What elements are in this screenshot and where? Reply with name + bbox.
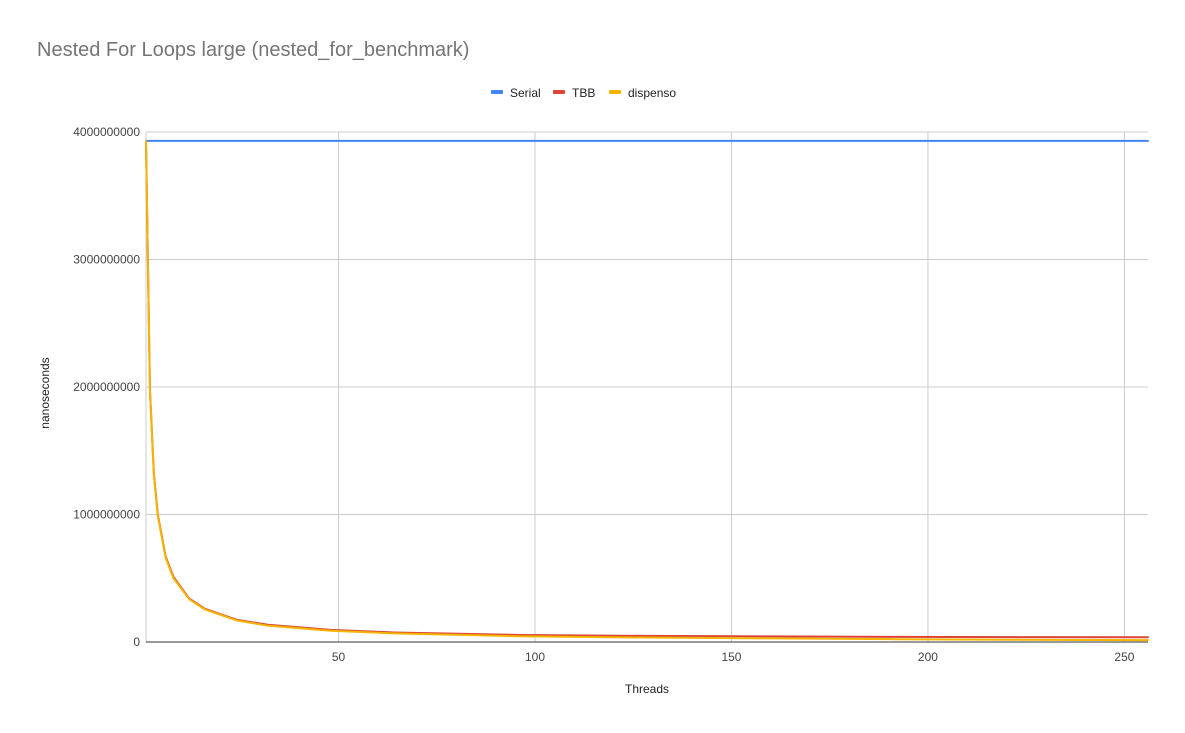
x-axis-label: Threads — [625, 682, 669, 696]
legend-label: TBB — [572, 86, 595, 100]
legend-item-dispenso: dispenso — [609, 86, 676, 100]
legend-item-serial: Serial — [491, 86, 541, 100]
legend-swatch — [609, 90, 621, 94]
series-lines — [146, 141, 1148, 640]
y-axis-label: nanoseconds — [38, 357, 52, 428]
legend-swatch — [491, 90, 503, 94]
x-tick-label: 50 — [332, 650, 346, 664]
gridlines — [146, 132, 1148, 642]
x-axis-ticks: 50 100 150 200 250 — [332, 650, 1135, 664]
legend: Serial TBB dispenso — [491, 86, 676, 100]
series-line-tbb — [146, 141, 1148, 637]
chart-title: Nested For Loops large (nested_for_bench… — [37, 39, 469, 61]
x-tick-label: 250 — [1114, 650, 1134, 664]
y-tick-label: 2000000000 — [73, 380, 140, 394]
legend-label: Serial — [510, 86, 541, 100]
x-tick-label: 150 — [721, 650, 741, 664]
y-tick-label: 3000000000 — [73, 253, 140, 267]
series-line-dispenso — [146, 141, 1148, 640]
y-axis-ticks: 0 1000000000 2000000000 3000000000 400000000… — [73, 125, 140, 649]
y-tick-label: 4000000000 — [73, 125, 140, 139]
x-tick-label: 100 — [525, 650, 545, 664]
legend-item-tbb: TBB — [553, 86, 595, 100]
y-tick-label: 0 — [133, 635, 140, 649]
x-tick-label: 200 — [918, 650, 938, 664]
legend-swatch — [553, 90, 565, 94]
legend-label: dispenso — [628, 86, 676, 100]
y-tick-label: 1000000000 — [73, 508, 140, 522]
